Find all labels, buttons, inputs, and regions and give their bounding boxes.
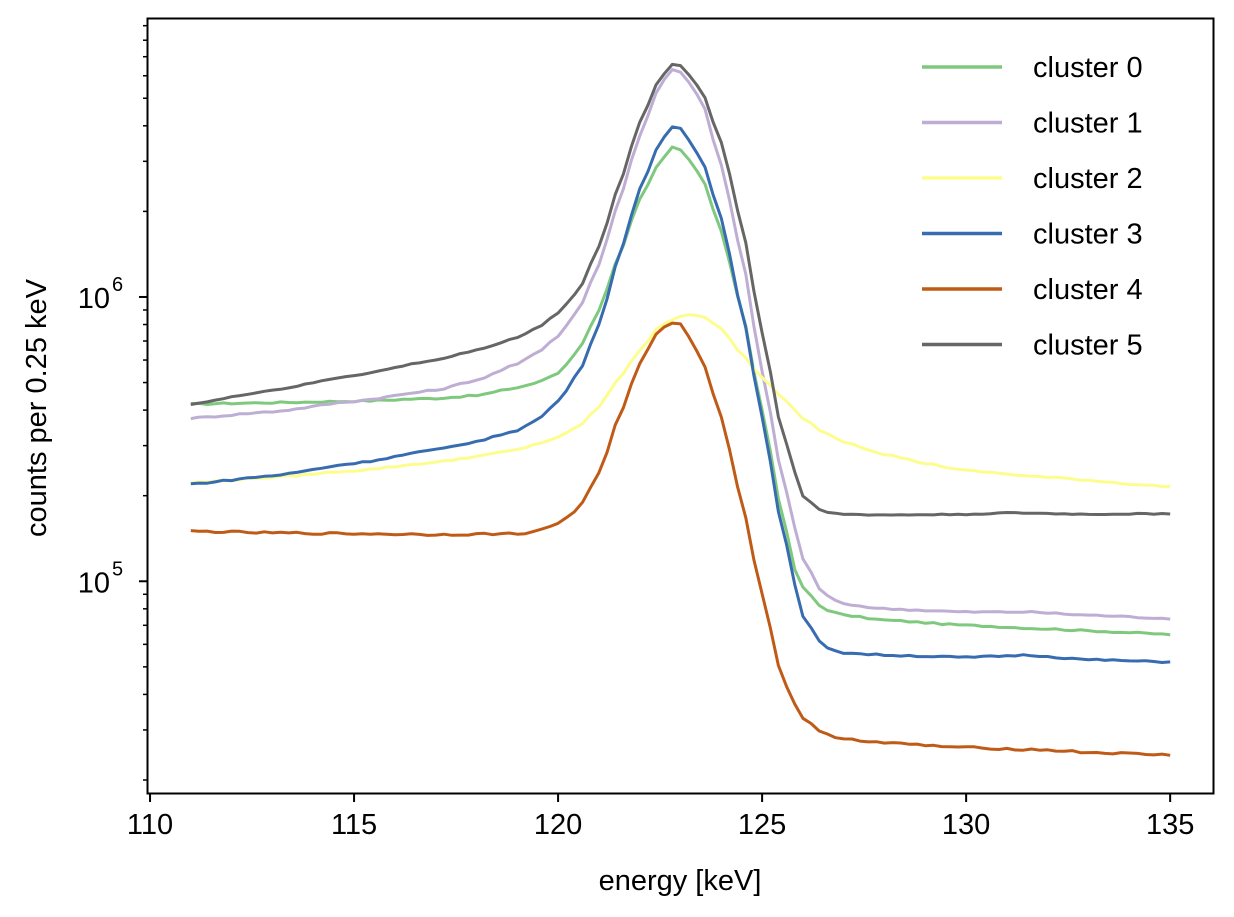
series-layer [190, 62, 1171, 757]
series-line-1 [190, 68, 1171, 621]
legend-label: cluster 0 [1033, 52, 1143, 84]
series-line-4 [190, 321, 1171, 757]
legend-label: cluster 1 [1033, 108, 1143, 140]
series-line-2 [190, 313, 1171, 489]
y-axis-label: counts per 0.25 keV [21, 278, 53, 537]
x-tick-label: 120 [534, 809, 582, 841]
y-tick-exponent: 5 [112, 558, 123, 580]
x-axis: 110 115 120 125 130 135 [127, 793, 1194, 841]
legend: cluster 0 cluster 1 cluster 2 cluster 3 clus… [922, 52, 1143, 362]
y-tick-exponent: 6 [112, 274, 123, 296]
series-line-5 [190, 62, 1171, 517]
legend-label: cluster 5 [1033, 330, 1143, 362]
legend-label: cluster 2 [1033, 163, 1143, 195]
x-tick-label: 110 [127, 809, 173, 841]
y-tick-label: 10 [78, 567, 110, 599]
y-tick-label: 10 [78, 283, 110, 315]
plot-frame [146, 17, 1215, 795]
x-tick-label: 115 [331, 809, 377, 841]
x-tick-label: 125 [738, 809, 786, 841]
legend-label: cluster 4 [1033, 274, 1143, 306]
x-tick-label: 135 [1146, 809, 1194, 841]
legend-label: cluster 3 [1033, 219, 1143, 251]
x-axis-label: energy [keV] [599, 865, 762, 897]
x-tick-label: 130 [942, 809, 990, 841]
series-line-3 [190, 125, 1171, 664]
